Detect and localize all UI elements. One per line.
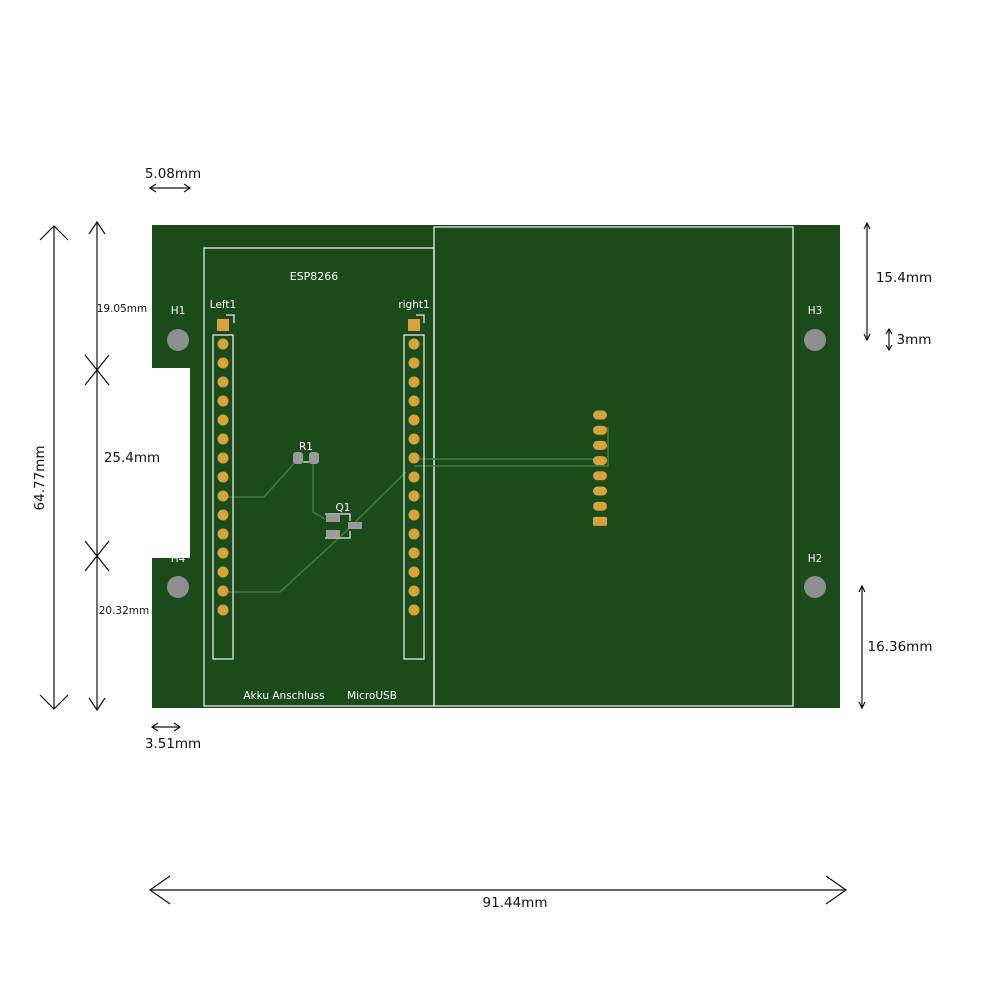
dimension-total-height: 64.77mm — [32, 225, 69, 710]
transistor-ref: Q1 — [336, 502, 351, 514]
right-header-pads — [408, 319, 420, 616]
dim-label-right-bottom: 16.36mm — [868, 639, 933, 655]
left-pin1-marker — [226, 314, 235, 323]
header-pad — [217, 357, 229, 369]
mounting-hole-h2 — [804, 576, 826, 598]
module-pad — [593, 425, 607, 435]
dim-label-bottom-segment: 20.32mm — [99, 605, 150, 617]
transistor-q1 — [325, 513, 362, 539]
resistor-ref: R1 — [299, 441, 313, 453]
dimension-hole-size: 3mm — [885, 327, 932, 352]
header-pad — [408, 376, 420, 388]
header-pad — [217, 376, 229, 388]
header-pad — [408, 490, 420, 502]
resistor-pad — [309, 452, 319, 464]
header-pin1-pad — [217, 319, 229, 331]
right-header-outline — [403, 334, 425, 660]
header-pad — [408, 357, 420, 369]
transistor-pad — [348, 522, 362, 529]
dim-label-total-height: 64.77mm — [32, 446, 48, 511]
usb-label: MicroUSB — [347, 690, 397, 702]
header-pad — [217, 509, 229, 521]
header-pad — [217, 338, 229, 350]
header-pad — [408, 471, 420, 483]
dim-label-total-width: 91.44mm — [483, 895, 548, 911]
hole-ref-h1: H1 — [171, 305, 186, 317]
transistor-pad — [326, 515, 340, 522]
dimension-bottom-left-offset: 3.51mm — [145, 722, 201, 752]
dimension-right-top: 15.4mm — [863, 221, 932, 342]
header-pad — [408, 414, 420, 426]
dim-label-bottom-left-offset: 3.51mm — [145, 736, 201, 752]
dimension-total-width: 91.44mm — [148, 875, 848, 911]
dim-label-top-segment: 19.05mm — [97, 303, 148, 315]
header-pad — [217, 414, 229, 426]
module-pad — [593, 501, 607, 511]
module-pad — [593, 440, 607, 450]
dim-label-middle-segment: 25.4mm — [104, 450, 160, 466]
header-pad — [217, 585, 229, 597]
dimension-segments: 19.05mm 25.4mm 20.32mm — [84, 220, 160, 712]
dim-label-right-top: 15.4mm — [876, 270, 932, 286]
header-pad — [408, 585, 420, 597]
mounting-hole-h1 — [167, 329, 189, 351]
header-pin1-pad — [408, 319, 420, 331]
left-header-ref: Left1 — [210, 299, 236, 311]
trace — [224, 471, 407, 593]
header-pad — [217, 490, 229, 502]
header-pad — [217, 452, 229, 464]
module-pad — [593, 486, 607, 496]
header-pad — [217, 433, 229, 445]
hole-ref-h3: H3 — [808, 305, 823, 317]
dim-label-hole-size: 3mm — [897, 332, 932, 348]
header-pad — [217, 547, 229, 559]
module-label: ESP8266 — [290, 270, 339, 283]
header-pad — [408, 452, 420, 464]
header-pad — [408, 338, 420, 350]
left-header-pads — [217, 319, 229, 616]
hole-ref-h2: H2 — [808, 553, 823, 565]
header-pad — [217, 604, 229, 616]
right-pin1-marker — [416, 314, 425, 323]
trace — [312, 459, 326, 520]
header-pad — [408, 528, 420, 540]
transistor-pad — [326, 530, 340, 537]
right-header-ref: right1 — [398, 299, 429, 311]
header-pad — [408, 604, 420, 616]
transistor-outline — [325, 513, 351, 539]
header-pad — [408, 433, 420, 445]
header-pad — [408, 566, 420, 578]
header-pad — [408, 509, 420, 521]
dimension-top-left-offset: 5.08mm — [145, 166, 201, 193]
dimension-right-bottom: 16.36mm — [858, 584, 933, 710]
header-pad — [217, 528, 229, 540]
module-pad — [593, 471, 607, 481]
module-header-pads — [593, 410, 607, 526]
dim-label-top-left-offset: 5.08mm — [145, 166, 201, 182]
header-pad — [217, 471, 229, 483]
resistor-r1 — [293, 452, 319, 464]
header-pad — [408, 547, 420, 559]
module-pin1-pad — [593, 516, 607, 526]
header-pad — [217, 566, 229, 578]
mounting-hole-h3 — [804, 329, 826, 351]
left-header-outline — [212, 334, 234, 660]
resistor-pad — [293, 452, 303, 464]
battery-label: Akku Anschluss — [243, 690, 324, 702]
module-pad — [593, 410, 607, 420]
header-pad — [408, 395, 420, 407]
header-pad — [217, 395, 229, 407]
mounting-hole-h4 — [167, 576, 189, 598]
board-notch — [150, 368, 190, 558]
trace — [224, 458, 299, 498]
module-pad — [593, 456, 607, 466]
